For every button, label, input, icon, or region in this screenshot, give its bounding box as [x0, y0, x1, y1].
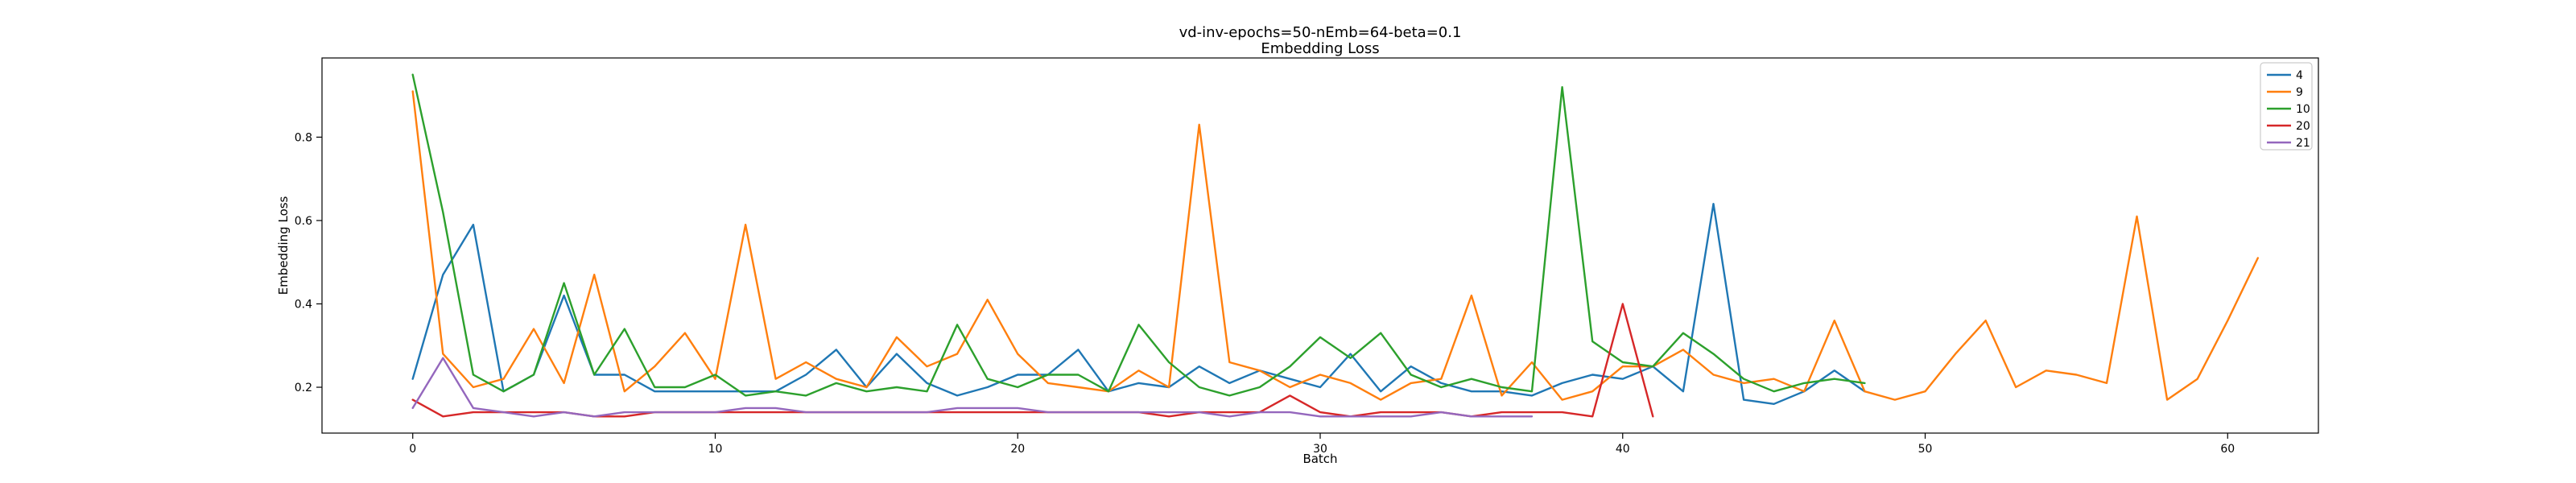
x-tick-label: 50 [1918, 443, 1933, 456]
legend-label-20: 20 [2296, 120, 2310, 133]
legend-label-10: 10 [2296, 103, 2310, 116]
x-tick-label: 30 [1313, 443, 1327, 456]
legend: 4 9 10 20 21 [2260, 62, 2313, 151]
series-line-10 [411, 73, 1866, 397]
x-axis-label: Batch [1302, 452, 1337, 466]
chart-subtitle: Embedding Loss [1261, 40, 1379, 57]
x-tick-label: 40 [1616, 443, 1630, 456]
series-line-21 [411, 357, 1534, 418]
y-axis-label: Embedding Loss [276, 196, 291, 295]
y-axis-ticks: 0.2 0.4 0.6 0.8 [295, 131, 322, 394]
y-tick-label: 0.2 [295, 382, 312, 394]
series-line-20 [411, 303, 1654, 418]
y-tick-label: 0.4 [295, 298, 312, 311]
chart-title: vd-inv-epochs=50-nEmb=64-beta=0.1 [1179, 24, 1462, 41]
y-tick-label: 0.8 [295, 131, 312, 144]
series-line-4 [411, 202, 1866, 405]
x-axis-ticks: 0 10 20 30 40 50 60 [409, 433, 2235, 456]
plot-frame [321, 57, 2319, 434]
y-tick-label: 0.6 [295, 215, 312, 228]
x-tick-label: 10 [708, 443, 723, 456]
x-tick-label: 0 [409, 443, 416, 456]
legend-label-21: 21 [2296, 137, 2310, 150]
legend-box [2260, 62, 2313, 151]
legend-label-9: 9 [2296, 86, 2303, 99]
legend-label-4: 4 [2296, 69, 2303, 82]
x-tick-label: 60 [2220, 443, 2235, 456]
plot-lines [411, 73, 2260, 418]
x-tick-label: 20 [1010, 443, 1025, 456]
series-line-9 [411, 90, 2260, 401]
